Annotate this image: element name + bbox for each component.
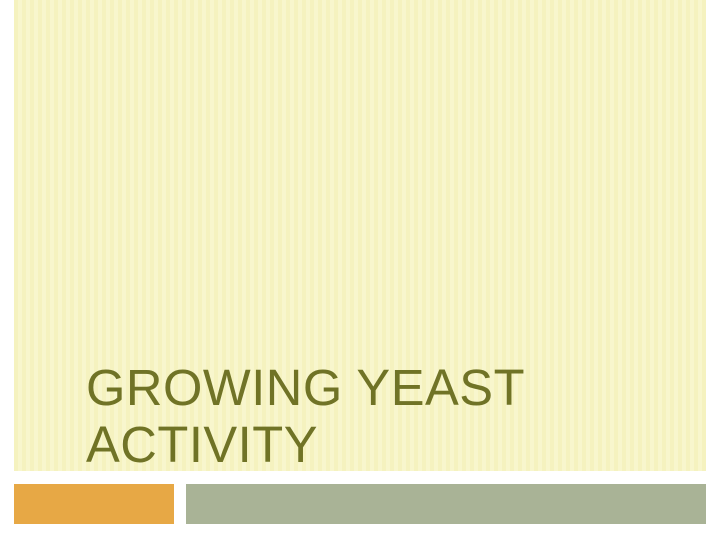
accent-bar-sage [186, 484, 706, 524]
slide-title: Growing Yeast Activity [86, 360, 646, 474]
accent-bar-orange [14, 484, 174, 524]
slide-canvas: Growing Yeast Activity [0, 0, 720, 540]
